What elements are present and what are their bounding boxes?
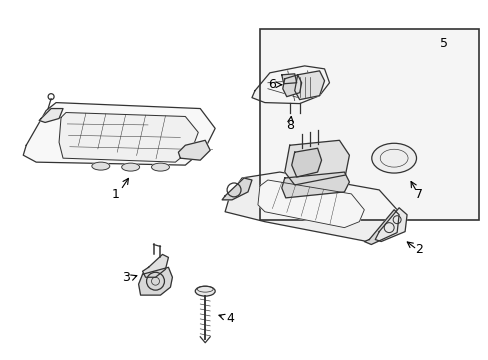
- Ellipse shape: [195, 286, 215, 296]
- Polygon shape: [138, 267, 172, 295]
- Ellipse shape: [92, 162, 109, 170]
- Bar: [260, 29, 478, 220]
- Polygon shape: [294, 71, 324, 100]
- Ellipse shape: [122, 163, 139, 171]
- Polygon shape: [222, 178, 251, 200]
- Polygon shape: [251, 66, 329, 104]
- Polygon shape: [39, 109, 63, 122]
- Polygon shape: [257, 180, 364, 228]
- Polygon shape: [284, 140, 349, 185]
- Text: 2: 2: [414, 243, 422, 256]
- Polygon shape: [224, 172, 396, 242]
- Text: 3: 3: [122, 271, 129, 284]
- Polygon shape: [291, 148, 321, 177]
- Text: 5: 5: [439, 37, 447, 50]
- Polygon shape: [281, 172, 349, 198]
- Text: 6: 6: [267, 78, 275, 91]
- Polygon shape: [282, 75, 301, 96]
- Polygon shape: [178, 140, 210, 160]
- Polygon shape: [374, 208, 406, 242]
- Text: 1: 1: [112, 188, 120, 201]
- Polygon shape: [59, 113, 198, 162]
- Text: 8: 8: [285, 119, 293, 132]
- Polygon shape: [364, 210, 398, 244]
- Text: 4: 4: [225, 312, 234, 325]
- Polygon shape: [281, 74, 296, 84]
- Text: 7: 7: [414, 188, 422, 201]
- Ellipse shape: [371, 143, 416, 173]
- Polygon shape: [23, 103, 215, 165]
- Polygon shape: [142, 255, 168, 277]
- Ellipse shape: [151, 163, 169, 171]
